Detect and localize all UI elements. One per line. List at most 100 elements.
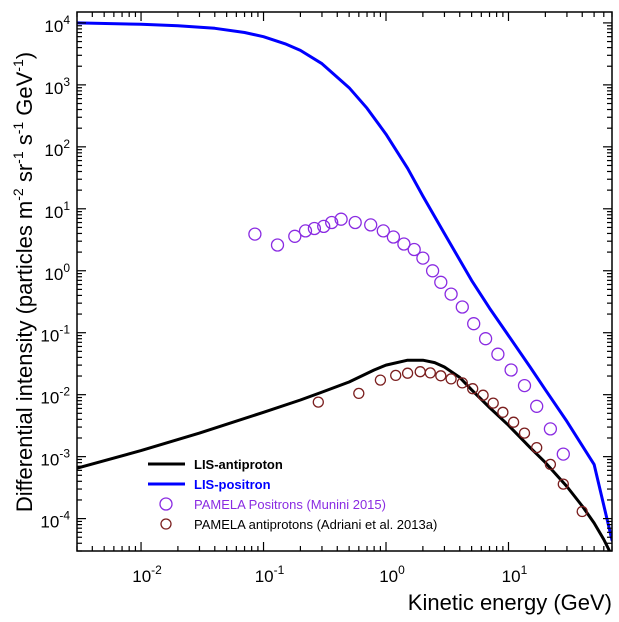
y-tick-label: 10-4 (40, 509, 70, 532)
y-tick-label: 10-3 (40, 447, 70, 470)
x-tick-label: 10-2 (132, 563, 162, 586)
data-point (507, 416, 520, 428)
tick-base: 10 (44, 17, 63, 36)
data-point (518, 427, 531, 439)
tick-base: 10 (40, 451, 59, 470)
data-point (401, 367, 414, 379)
data-point (407, 242, 421, 257)
data-point (444, 287, 458, 301)
tick-exponent: -2 (59, 385, 70, 399)
data-point (477, 389, 489, 401)
y-tick-label: 104 (44, 13, 70, 36)
y-tick-label: 102 (44, 137, 70, 160)
tick-exponent: 0 (398, 563, 405, 577)
data-point (248, 227, 262, 241)
tick-base: 10 (40, 389, 59, 408)
tick-base: 10 (44, 203, 63, 222)
ticks-layer (76, 12, 613, 552)
y-tick-label: 10-2 (40, 385, 70, 408)
data-point (478, 332, 493, 346)
data-point (307, 221, 322, 236)
plot-frame (76, 11, 613, 552)
tick-exponent: 0 (63, 261, 70, 275)
data-point (504, 363, 518, 377)
data-point (576, 505, 588, 518)
ylabel-text: ) (12, 52, 37, 59)
data-point (270, 238, 285, 252)
data-point (456, 377, 468, 389)
tick-exponent: 4 (63, 13, 70, 27)
data-point (334, 212, 348, 226)
data-point (325, 215, 339, 230)
data-point (467, 317, 481, 331)
ylabel-exponent: -1 (10, 59, 26, 72)
y-axis-title: Differential intensity (particles m-2 sr… (10, 52, 37, 512)
data-point (364, 218, 378, 232)
data-point (517, 378, 532, 393)
ylabel-text: GeV (12, 71, 37, 121)
tick-exponent: -4 (59, 509, 70, 523)
data-point (491, 347, 505, 361)
data-point (414, 366, 426, 378)
legend: LIS-antiproton LIS-positron PAMELA Positro… (148, 457, 437, 532)
data-point (543, 422, 558, 436)
data-point (348, 215, 362, 230)
tick-exponent: -1 (274, 563, 285, 577)
data-point (416, 251, 430, 265)
tick-base: 10 (44, 265, 63, 284)
legend-swatch-marker (160, 518, 172, 530)
x-tick-label: 100 (379, 563, 405, 586)
data-point (497, 406, 509, 418)
tick-labels-layer: 10-2 10-1 100 10110410310210110010-110-210-… (40, 13, 527, 586)
data-point (544, 458, 557, 471)
legend-label: LIS-positron (194, 477, 271, 492)
tick-exponent: -3 (59, 447, 70, 461)
data-point (435, 370, 447, 382)
tick-base: 10 (44, 141, 63, 160)
tick-exponent: 1 (521, 563, 528, 577)
tick-base: 10 (44, 79, 63, 98)
y-tick-label: 103 (44, 75, 70, 98)
data-point (557, 478, 569, 490)
legend-label: LIS-antiproton (194, 457, 283, 472)
ylabel-exponent: -1 (10, 122, 26, 135)
data-point (487, 397, 499, 409)
ylabel-exponent: -2 (10, 188, 26, 201)
series-layer (77, 21, 613, 563)
y-tick-label: 100 (44, 261, 70, 284)
x-axis-title: Kinetic energy (GeV) (408, 590, 612, 615)
tick-base: 10 (379, 567, 398, 586)
series-line-lis-antiproton (77, 358, 612, 551)
tick-exponent: 2 (63, 137, 70, 151)
data-point (445, 373, 457, 385)
tick-base: 10 (132, 567, 151, 586)
tick-base: 10 (40, 513, 59, 532)
tick-exponent: -2 (151, 563, 162, 577)
tick-base: 10 (255, 567, 274, 586)
data-point (317, 219, 331, 234)
data-point (390, 369, 402, 382)
data-point (424, 367, 436, 379)
x-tick-label: 101 (502, 563, 528, 586)
ylabel-text: Differential intensity (particles m (12, 201, 37, 512)
data-point (397, 237, 411, 251)
y-tick-label: 101 (44, 199, 70, 222)
ylabel-exponent: -1 (10, 151, 26, 164)
data-point (556, 447, 570, 461)
tick-exponent: -1 (59, 323, 70, 337)
data-point (386, 230, 401, 244)
tick-base: 10 (502, 567, 521, 586)
series-line-lis-positron (77, 21, 612, 542)
x-tick-label: 10-1 (255, 563, 285, 586)
tick-base: 10 (40, 327, 59, 346)
legend-label: PAMELA Positrons (Munini 2015) (194, 497, 386, 512)
legend-label: PAMELA antiprotons (Adriani et al. 2013a… (194, 517, 437, 532)
tick-exponent: 1 (63, 199, 70, 213)
data-point (603, 553, 613, 563)
legend-swatch-marker (159, 497, 173, 511)
data-point (298, 224, 313, 238)
y-tick-label: 10-1 (40, 323, 70, 346)
ylabel-text: sr (12, 164, 37, 188)
data-point (312, 396, 324, 408)
